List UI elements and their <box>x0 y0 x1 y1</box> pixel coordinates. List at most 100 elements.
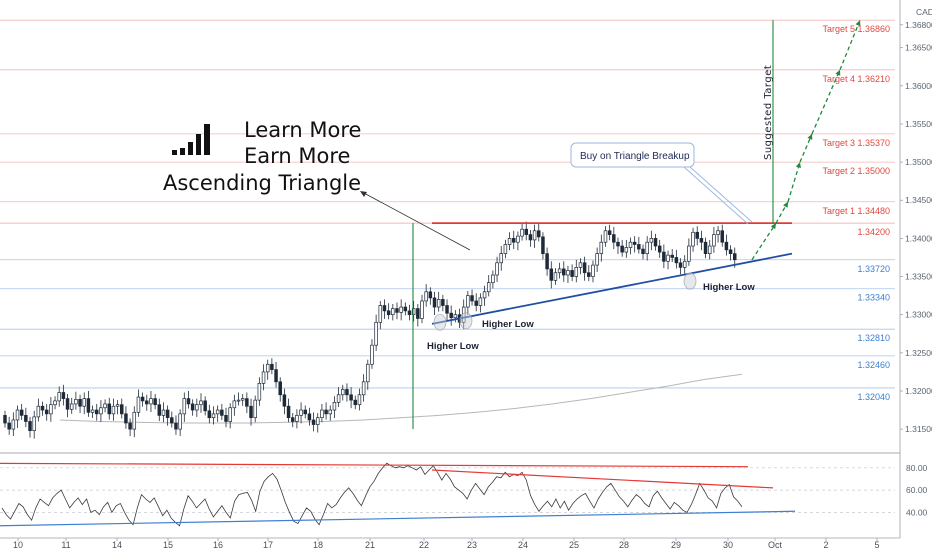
candle-body <box>165 409 170 419</box>
candle <box>428 287 433 305</box>
osc-lower-high-trendline <box>431 469 774 489</box>
candle <box>357 388 362 411</box>
candle-body <box>353 399 358 406</box>
candle <box>587 265 591 282</box>
candle <box>507 232 512 251</box>
candle-body <box>257 382 262 401</box>
candle-body <box>562 268 566 276</box>
candle-body <box>607 230 612 235</box>
candle <box>203 396 207 416</box>
target-arrowhead <box>783 201 788 208</box>
candle-body <box>99 407 103 415</box>
candle <box>19 403 24 420</box>
candle-body <box>632 241 637 245</box>
level-label: Target 4 1.36210 <box>822 74 890 84</box>
candle <box>670 249 674 263</box>
candle-body <box>507 238 512 245</box>
candle-body <box>253 399 257 419</box>
candle-body <box>386 310 391 316</box>
candle <box>311 412 316 432</box>
candle-body <box>94 409 99 415</box>
candle <box>549 261 554 289</box>
candle-body <box>103 403 107 409</box>
candle-body <box>553 272 558 281</box>
candle-body <box>303 409 307 415</box>
x-tick-label: 10 <box>13 540 23 550</box>
candle-body <box>274 369 278 383</box>
candle-body <box>637 244 641 250</box>
candle-body <box>186 398 191 405</box>
candle <box>720 224 724 247</box>
candle <box>607 224 612 241</box>
candle <box>537 223 541 242</box>
title-pointer-arrowhead <box>360 191 367 197</box>
candle-body <box>240 398 245 401</box>
candle <box>645 236 649 261</box>
candle-body <box>341 389 345 396</box>
candle <box>182 392 187 422</box>
candle-body <box>282 394 287 407</box>
candle <box>466 291 470 316</box>
candle <box>416 304 420 327</box>
candle <box>474 293 478 312</box>
candle-body <box>24 415 28 422</box>
candle-body <box>728 249 733 254</box>
suggested-target-label: Suggested Target <box>763 65 774 160</box>
candle-body <box>520 228 524 237</box>
candle-body <box>136 396 141 413</box>
candle-body <box>545 253 549 270</box>
candle-body <box>474 300 478 306</box>
callout-box: Buy on Triangle Breakup <box>570 142 695 168</box>
candle <box>682 255 687 276</box>
candle-body <box>311 419 316 425</box>
candle <box>161 402 166 423</box>
candle <box>470 289 474 306</box>
candle <box>328 405 333 421</box>
candle <box>153 394 157 410</box>
candle-body <box>382 305 387 312</box>
x-tick-label: 30 <box>723 540 733 550</box>
candle <box>436 291 441 312</box>
candle-body <box>482 291 487 299</box>
candle <box>249 398 253 426</box>
candle <box>345 383 349 402</box>
candle <box>282 388 287 415</box>
candle-body <box>278 381 282 396</box>
candle <box>562 261 566 282</box>
candle <box>557 262 562 279</box>
candle-body <box>511 238 516 243</box>
candle <box>170 411 174 428</box>
candle <box>524 221 528 241</box>
candle-body <box>332 402 337 411</box>
candle <box>441 294 445 312</box>
candle-body <box>128 422 132 430</box>
candle-body <box>666 254 670 262</box>
candle <box>724 234 729 256</box>
candle <box>86 390 91 417</box>
candle <box>566 265 570 284</box>
candle-body <box>299 409 303 416</box>
candle <box>128 418 132 436</box>
x-tick-label: 24 <box>518 540 528 550</box>
candle-body <box>74 399 78 405</box>
candle-body <box>549 268 554 281</box>
candle-body <box>320 409 324 419</box>
candle <box>270 358 274 375</box>
candle <box>136 389 141 417</box>
candle-body <box>541 236 545 254</box>
target-arrowhead <box>855 20 861 27</box>
candle-body <box>107 403 111 415</box>
candle <box>637 236 641 254</box>
y-tick-label: 1.36500 <box>905 43 932 53</box>
callout-pointer-line <box>683 166 749 225</box>
target-path-segment <box>799 133 813 163</box>
candle-body <box>349 394 353 401</box>
candle-body <box>649 238 654 243</box>
level-label: 1.32040 <box>857 392 890 402</box>
candle-body <box>61 392 66 399</box>
candle-body <box>145 400 149 405</box>
candle <box>370 339 374 369</box>
candle <box>40 401 45 416</box>
candle <box>165 405 170 426</box>
